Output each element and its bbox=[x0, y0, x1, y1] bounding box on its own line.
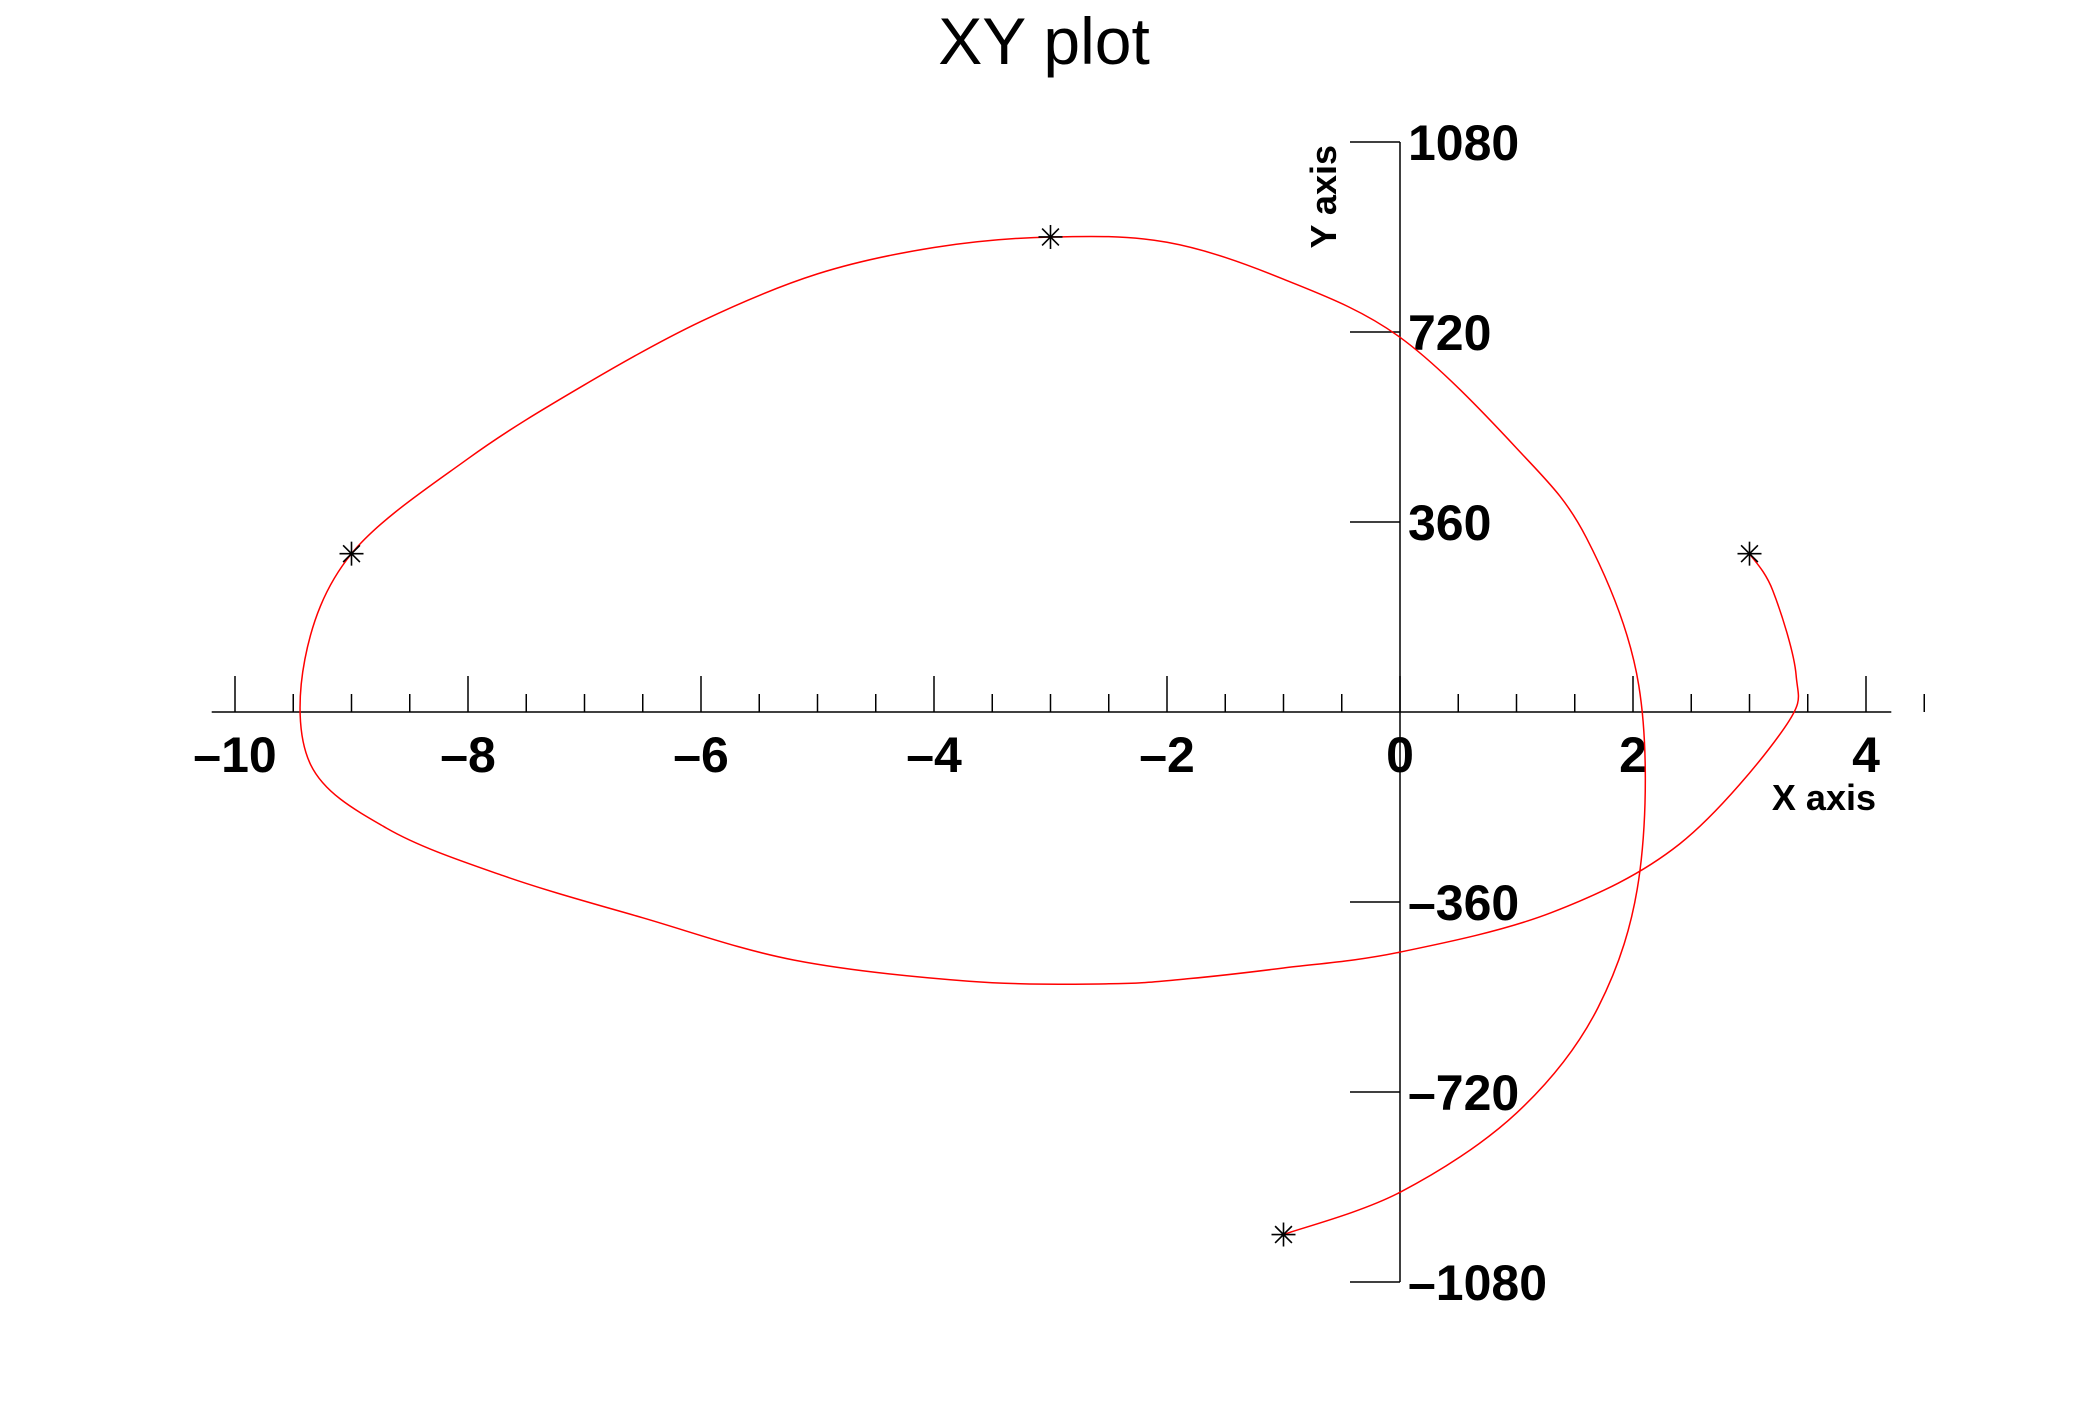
marker-layer bbox=[339, 224, 1762, 1247]
x-tick-label: –10 bbox=[193, 727, 276, 783]
y-tick-label: –1080 bbox=[1408, 1255, 1547, 1311]
y-tick-label: 720 bbox=[1408, 305, 1491, 361]
x-tick-label: –6 bbox=[673, 727, 729, 783]
x-tick-label: 4 bbox=[1852, 727, 1880, 783]
x-tick-label: 2 bbox=[1619, 727, 1647, 783]
x-tick-label: –8 bbox=[440, 727, 496, 783]
data-point-marker bbox=[339, 541, 364, 566]
y-tick-label: 1080 bbox=[1408, 115, 1519, 171]
series-line bbox=[299, 235, 1800, 1236]
data-point-marker bbox=[1038, 224, 1063, 249]
x-axis-title: X axis bbox=[1772, 777, 1876, 818]
x-tick-label: –4 bbox=[906, 727, 962, 783]
data-point-marker bbox=[1737, 541, 1762, 566]
chart-title: XY plot bbox=[938, 4, 1150, 78]
y-tick-label: –360 bbox=[1408, 875, 1519, 931]
y-tick-label: 360 bbox=[1408, 495, 1491, 551]
curve-layer bbox=[299, 235, 1800, 1236]
x-tick-label: –2 bbox=[1139, 727, 1195, 783]
y-tick-label: –720 bbox=[1408, 1065, 1519, 1121]
y-axis-title: Y axis bbox=[1303, 145, 1344, 248]
data-point-marker bbox=[1271, 1222, 1296, 1247]
